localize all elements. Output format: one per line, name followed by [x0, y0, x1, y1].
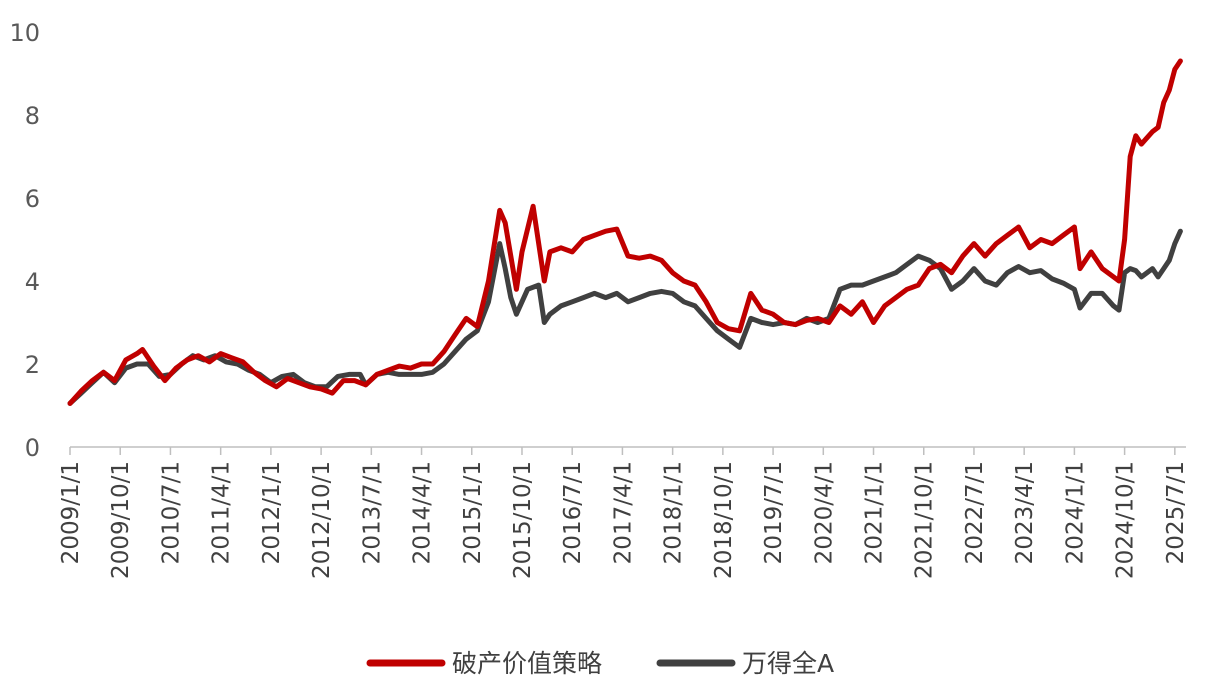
- x-tick-label: 2012/10/1: [309, 461, 335, 579]
- x-tick-label: 2009/10/1: [108, 461, 134, 579]
- x-tick-label: 2013/7/1: [359, 461, 385, 564]
- series-layer: [67, 58, 1183, 406]
- x-tick-label: 2010/7/1: [158, 461, 184, 564]
- x-tick-label: 2022/7/1: [962, 461, 988, 564]
- legend-label-0: 破产价值策略: [452, 649, 602, 678]
- series-line-1: [67, 228, 1183, 406]
- x-axis: 2009/1/1 2009/10/1 2010/7/1 2011/4/1 2012/1/…: [58, 446, 1189, 579]
- x-tick-label: 2015/1/1: [460, 461, 486, 564]
- x-tick-label: 2015/10/1: [510, 461, 536, 579]
- x-tick-label: 2018/1/1: [661, 461, 687, 564]
- x-tick-label: 2017/4/1: [610, 461, 636, 564]
- x-tick-label: 2025/7/1: [1163, 461, 1189, 564]
- y-tick-label: 8: [25, 102, 40, 130]
- x-tick-label: 2018/10/1: [711, 461, 737, 579]
- x-tick-label: 2014/4/1: [410, 461, 436, 564]
- x-tick-label: 2023/4/1: [1012, 461, 1038, 564]
- x-tick-label: 2011/4/1: [209, 461, 235, 564]
- x-tick-label: 2021/10/1: [912, 461, 938, 579]
- x-tick-label: 2024/1/1: [1062, 461, 1088, 564]
- y-tick-label: 0: [25, 434, 40, 462]
- x-tick-label: 2024/10/1: [1113, 461, 1139, 579]
- x-tick-label: 2016/7/1: [560, 461, 586, 564]
- legend: 破产价值策略 万得全A: [366, 649, 834, 678]
- x-tick-label: 2012/1/1: [259, 461, 285, 564]
- series-line-0: [67, 58, 1183, 406]
- y-tick-label: 6: [25, 185, 40, 213]
- x-tick-label: 2019/7/1: [761, 461, 787, 564]
- y-axis: 0 2 4 6 8 10: [9, 19, 40, 462]
- y-tick-label: 2: [25, 351, 40, 379]
- y-tick-label: 10: [9, 19, 40, 47]
- legend-label-1: 万得全A: [742, 649, 834, 678]
- x-tick-label: 2009/1/1: [58, 461, 84, 564]
- x-tick-label: 2020/4/1: [811, 461, 837, 564]
- y-tick-label: 4: [25, 268, 40, 296]
- x-tick-label: 2021/1/1: [862, 461, 888, 564]
